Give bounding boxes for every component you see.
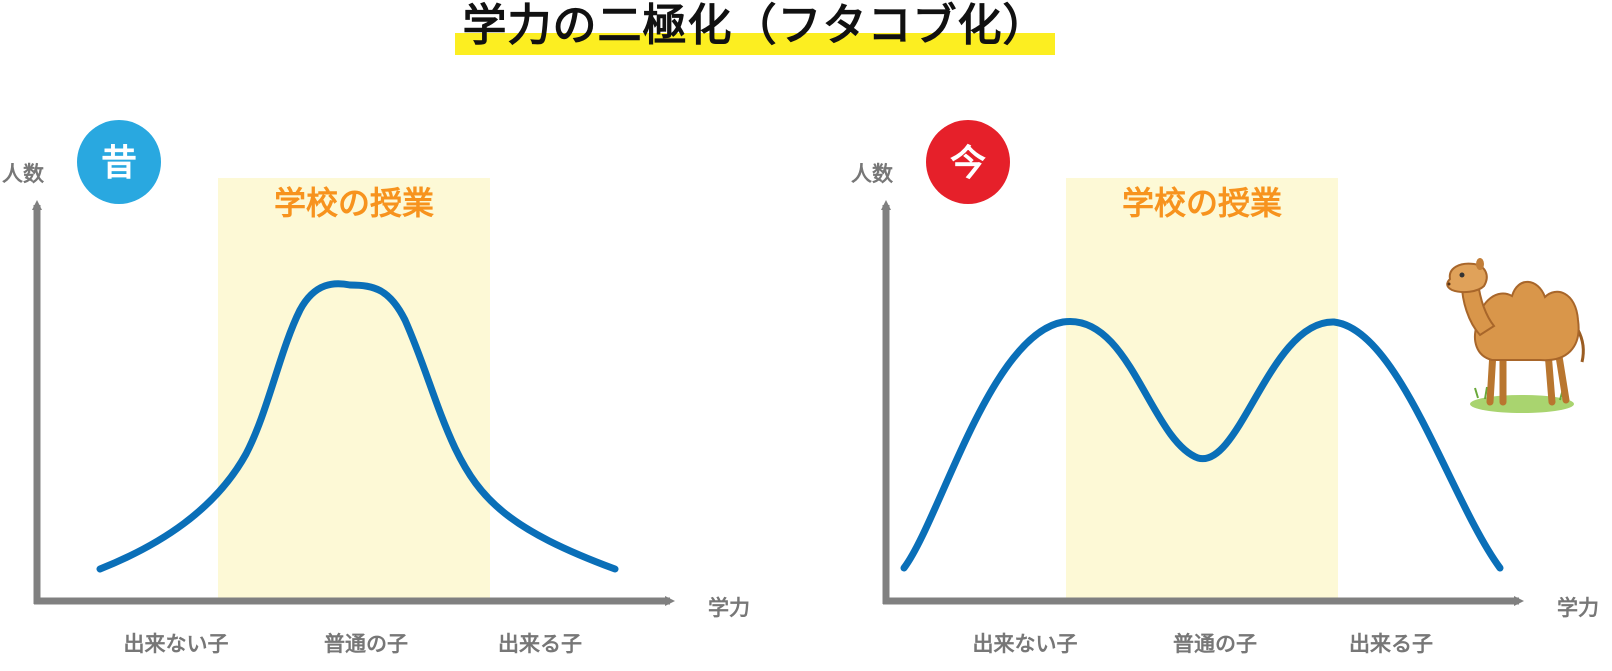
title-block: 学力の二極化（フタコブ化） bbox=[455, 0, 1055, 60]
school-class-band bbox=[218, 178, 490, 601]
era-badge-circle bbox=[77, 120, 161, 204]
page-title: 学力の二極化（フタコブ化） bbox=[462, 0, 1048, 51]
distribution-curve bbox=[96, 280, 619, 573]
y-axis-label: 人数 bbox=[851, 162, 894, 186]
camel-illustration bbox=[1446, 258, 1585, 413]
band-label: 学校の授業 bbox=[274, 184, 434, 222]
x-axis-label: 学力 bbox=[708, 596, 750, 620]
title-highlight bbox=[455, 33, 1055, 55]
band-label: 学校の授業 bbox=[1122, 184, 1282, 222]
panel-past: 学校の授業 昔 人数 学力 出来ない子 普通の子 出来る子 bbox=[2, 120, 750, 656]
era-badge-label: 昔 bbox=[101, 143, 137, 184]
category-label: 出来る子 bbox=[498, 632, 582, 656]
era-badge-label: 今 bbox=[950, 143, 986, 184]
category-label: 出来ない子 bbox=[124, 632, 229, 656]
category-label: 出来ない子 bbox=[973, 632, 1078, 656]
era-badge-circle bbox=[926, 120, 1010, 204]
category-label: 出来る子 bbox=[1349, 632, 1433, 656]
category-label: 普通の子 bbox=[1173, 632, 1257, 656]
category-label: 普通の子 bbox=[324, 632, 408, 656]
panel-present: 学校の授業 今 人数 学力 出来ない子 普通の子 出来る子 bbox=[851, 120, 1599, 656]
y-axis-label: 人数 bbox=[2, 162, 45, 186]
school-class-band bbox=[1066, 178, 1338, 601]
distribution-curve bbox=[900, 318, 1504, 572]
x-axis-label: 学力 bbox=[1557, 596, 1599, 620]
